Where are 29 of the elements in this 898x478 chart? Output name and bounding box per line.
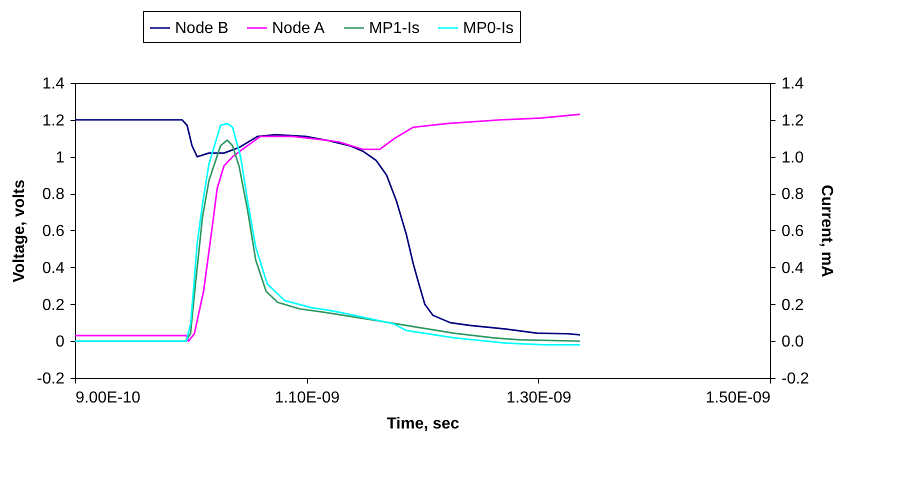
y-tick-label: 0.2 bbox=[42, 296, 65, 314]
y2-tick-label: 1.0 bbox=[782, 149, 804, 166]
y-tick-label: 0.6 bbox=[42, 223, 65, 240]
y-tick-label: 0 bbox=[56, 334, 65, 351]
y2-tick-label: -0.2 bbox=[782, 370, 810, 388]
legend-label: Node A bbox=[272, 20, 325, 37]
x-tick-label: 9.00E-10 bbox=[76, 390, 141, 406]
y2-axis-title: Current, mA bbox=[818, 184, 836, 278]
y2-tick-label: 0.8 bbox=[782, 186, 804, 204]
x-tick-label: 1.50E-09 bbox=[706, 390, 771, 406]
y-tick-label: -0.2 bbox=[36, 370, 65, 388]
x-axis-title: Time, sec bbox=[386, 416, 460, 432]
y-tick-label: 0.4 bbox=[42, 260, 65, 277]
y-axis-title: Voltage, volts bbox=[10, 179, 28, 282]
y2-tick-label: 0.4 bbox=[782, 260, 804, 277]
legend-label: MP1-Is bbox=[369, 20, 420, 37]
x-tick-label: 1.30E-09 bbox=[506, 390, 572, 406]
y-tick-label: 1 bbox=[56, 149, 65, 166]
y2-tick-label: 0.0 bbox=[782, 334, 804, 351]
y-tick-label: 1.2 bbox=[42, 112, 65, 130]
y2-tick-label: 1.4 bbox=[782, 76, 804, 92]
x-tick-label: 1.10E-09 bbox=[274, 390, 340, 406]
y2-tick-label: 0.2 bbox=[782, 296, 804, 314]
y2-tick-label: 0.6 bbox=[782, 223, 804, 240]
y-tick-label: 0.8 bbox=[42, 186, 65, 204]
y-tick-label: 1.4 bbox=[42, 76, 65, 92]
legend-label: Node B bbox=[175, 20, 228, 37]
legend-label: MP0-Is bbox=[463, 20, 514, 37]
y2-tick-label: 1.2 bbox=[782, 112, 804, 130]
